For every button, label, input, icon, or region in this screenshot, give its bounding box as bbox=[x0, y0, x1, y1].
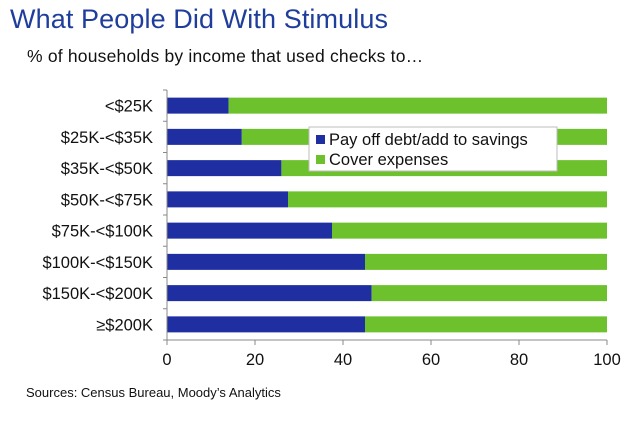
bar-debt-savings-6 bbox=[167, 285, 372, 302]
legend-label-expenses: Cover expenses bbox=[329, 151, 448, 169]
bar-debt-savings-5 bbox=[167, 253, 365, 270]
bar-debt-savings-0 bbox=[167, 97, 229, 114]
x-tick-label-80: 80 bbox=[510, 351, 528, 369]
x-tick-label-100: 100 bbox=[593, 351, 621, 369]
bar-expenses-5 bbox=[365, 253, 607, 270]
category-label-6: $150K-<$200K bbox=[42, 285, 153, 303]
category-label-1: $25K-<$35K bbox=[61, 129, 153, 147]
category-label-7: ≥$200K bbox=[96, 316, 153, 334]
bar-debt-savings-3 bbox=[167, 191, 288, 208]
bar-debt-savings-1 bbox=[167, 128, 242, 145]
category-label-0: <$25K bbox=[105, 98, 153, 116]
bar-debt-savings-4 bbox=[167, 222, 332, 239]
category-label-3: $50K-<$75K bbox=[61, 191, 153, 209]
bar-expenses-7 bbox=[365, 316, 607, 333]
chart-title: What People Did With Stimulus bbox=[10, 4, 389, 34]
bar-expenses-6 bbox=[371, 285, 607, 302]
chart-subtitle: % of households by income that used chec… bbox=[27, 46, 424, 66]
bar-expenses-3 bbox=[288, 191, 607, 208]
bar-expenses-4 bbox=[332, 222, 607, 239]
bar-expenses-0 bbox=[228, 97, 607, 114]
x-tick-label-20: 20 bbox=[246, 351, 264, 369]
category-labels: <$25K $25K-<$35K $35K-<$50K $50K-<$75K $75K-… bbox=[42, 89, 167, 341]
legend-swatch-expenses bbox=[316, 155, 325, 164]
category-label-4: $75K-<$100K bbox=[52, 223, 153, 241]
category-label-5: $100K-<$150K bbox=[42, 254, 153, 272]
legend-label-debt-savings: Pay off debt/add to savings bbox=[329, 131, 528, 149]
legend-box bbox=[308, 126, 558, 172]
x-axis-ticks: 0 20 40 60 80 100 bbox=[162, 340, 621, 369]
x-tick-label-40: 40 bbox=[334, 351, 352, 369]
legend: Pay off debt/add to savings Cover expens… bbox=[308, 126, 558, 172]
legend-swatch-debt-savings bbox=[316, 135, 325, 144]
bar-debt-savings-7 bbox=[167, 316, 365, 333]
x-tick-label-0: 0 bbox=[162, 351, 171, 369]
x-tick-label-60: 60 bbox=[422, 351, 440, 369]
category-label-2: $35K-<$50K bbox=[61, 160, 153, 178]
source-note: Sources: Census Bureau, Moody’s Analytic… bbox=[26, 385, 281, 400]
bar-debt-savings-2 bbox=[167, 160, 282, 177]
